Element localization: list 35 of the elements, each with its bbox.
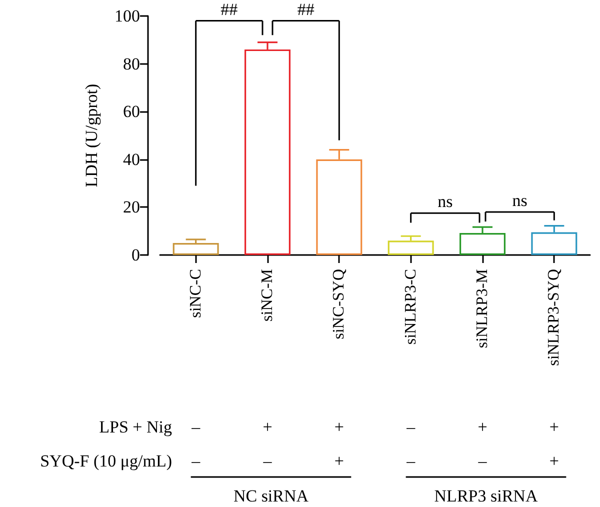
bar (388, 240, 434, 255)
annotation: ns (438, 192, 453, 212)
text: – (190, 418, 201, 436)
text: – (477, 452, 488, 470)
x-tick-label: siNLRP3-C (402, 269, 420, 345)
text: + (334, 418, 344, 436)
text: + (549, 418, 559, 436)
text: LPS + Nig (99, 418, 172, 436)
annotation: ## (220, 0, 238, 19)
x-tick-label: siNC-C (187, 269, 204, 318)
text: + (549, 452, 559, 470)
y-tick-label: 80 (123, 54, 140, 74)
text: + (334, 452, 344, 470)
y-tick-label: 60 (123, 102, 140, 122)
x-tick-label: siNC-M (259, 269, 276, 322)
bar (172, 243, 219, 255)
text: – (190, 452, 201, 470)
y-tick-label: 40 (123, 150, 140, 169)
text: SYQ-F (10 μg/mL) (40, 452, 172, 470)
x-tick-label: siNC-SYQ (330, 268, 348, 340)
text: NC siRNA (233, 486, 310, 506)
y-axis-title: LDH (U/gprot) (82, 84, 101, 188)
y-tick-label: 100 (114, 6, 140, 26)
x-tick-label: siNLRP3-SYQ (546, 268, 563, 366)
annotation: ns (512, 190, 528, 210)
text: NLRP3 siRNA (434, 486, 538, 506)
y-tick-label: 0 (132, 246, 140, 264)
text: – (262, 452, 272, 470)
x-tick-label: siNLRP3-M (474, 269, 491, 348)
y-tick-label: 20 (123, 198, 140, 217)
text: + (478, 418, 488, 436)
text: – (406, 452, 416, 470)
text: – (406, 418, 416, 436)
text: + (262, 418, 272, 436)
annotation: ## (297, 0, 315, 19)
